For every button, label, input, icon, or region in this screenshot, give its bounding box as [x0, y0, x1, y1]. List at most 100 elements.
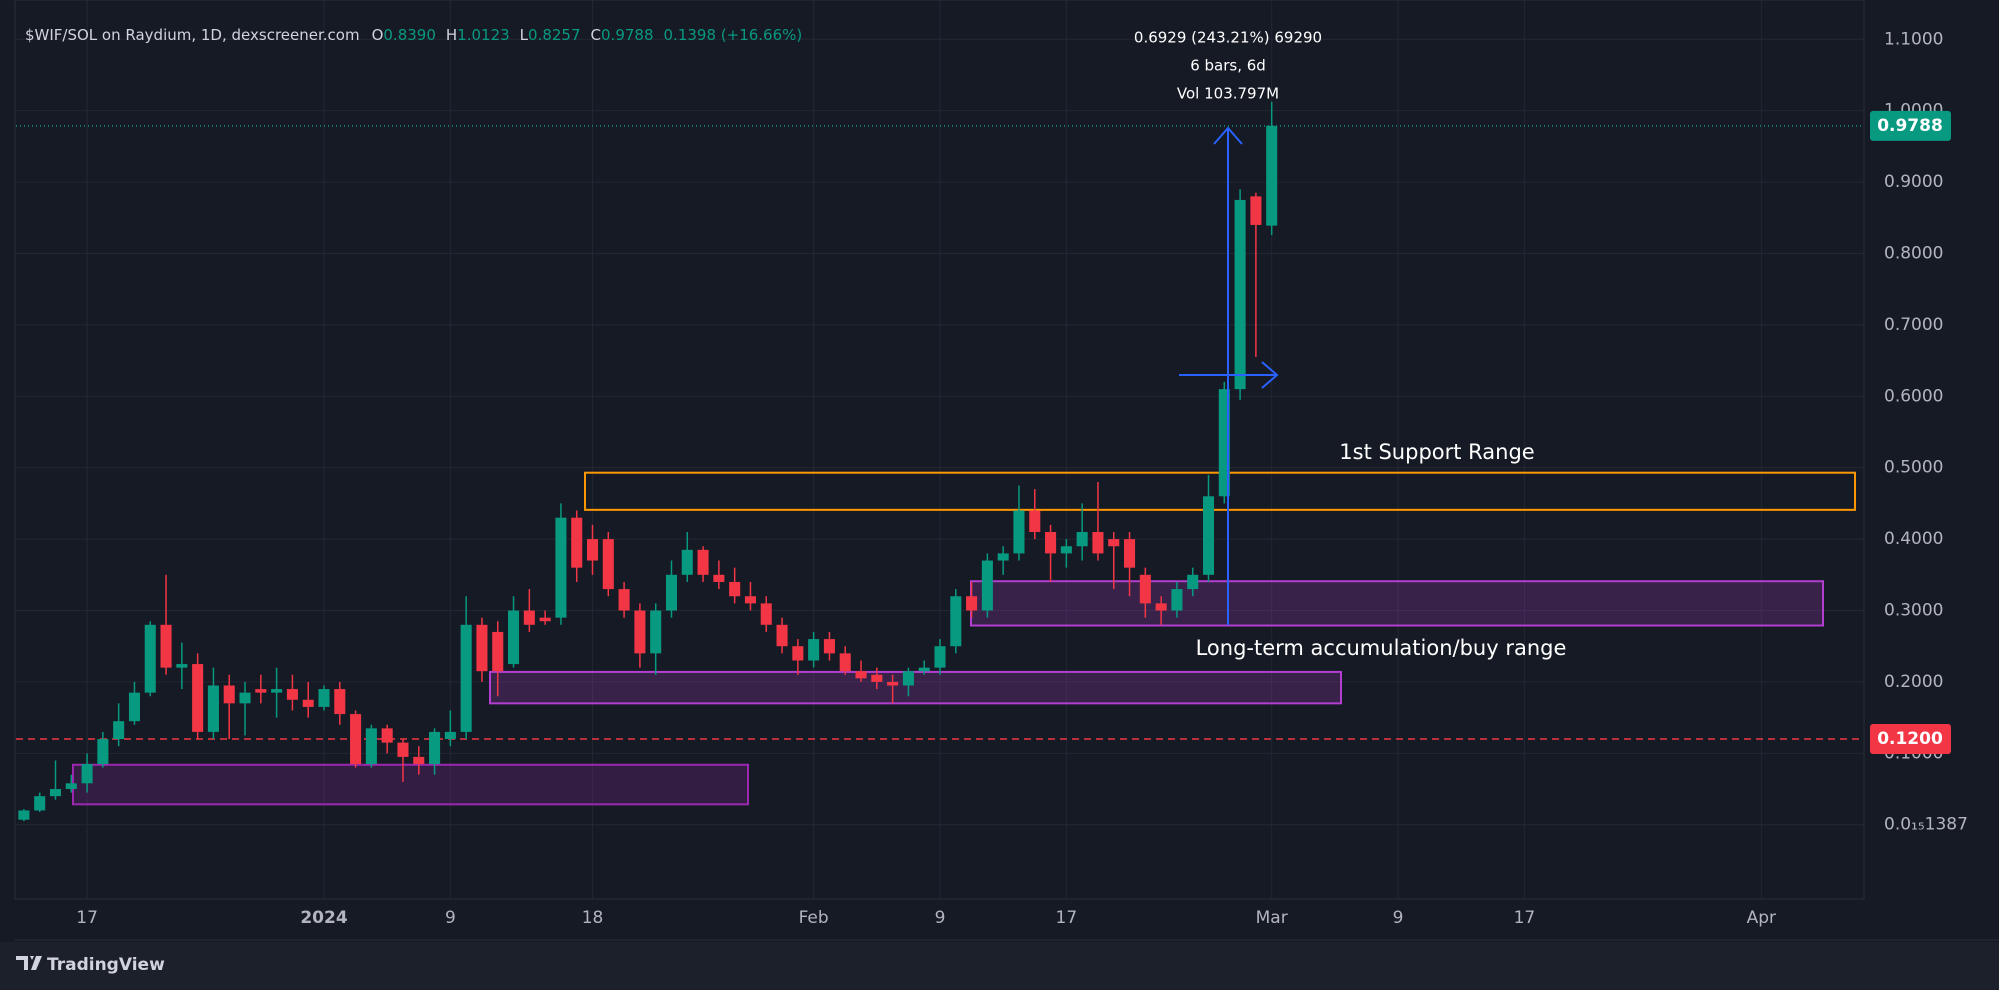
candle-body	[1266, 125, 1278, 226]
symbol-title: $WIF/SOL on Raydium, 1D, dexscreener.com	[25, 26, 360, 44]
candle-body	[223, 685, 235, 704]
annotation: Long-term accumulation/buy range	[1196, 636, 1567, 660]
ohlc-key: L	[519, 26, 529, 44]
annotation: 1st Support Range	[1339, 440, 1534, 464]
brand-logo: TradingView	[16, 955, 165, 975]
ohlc-value: 1.0123	[457, 26, 510, 44]
candle-body	[286, 689, 298, 700]
candle-body	[1171, 589, 1183, 611]
candle-body	[729, 581, 741, 597]
zone	[489, 670, 1342, 705]
price-label-box	[1870, 110, 1951, 141]
change: 0.1398 (+16.66%)	[663, 26, 803, 44]
candle-body	[1060, 546, 1072, 554]
y-tick-label: 0.4000	[1884, 529, 1943, 549]
y-tick-label: 0.0₁₅1387	[1884, 815, 1968, 835]
candle-body	[681, 549, 693, 575]
ohlc-key: C	[590, 26, 602, 44]
y-tick-label: 0.9000	[1884, 172, 1943, 192]
candle-body	[365, 728, 377, 765]
y-tick-label: 0.7000	[1884, 315, 1943, 335]
brand-name: TradingView	[47, 955, 165, 975]
x-tick-label: 18	[582, 908, 604, 928]
candle-body	[318, 689, 330, 707]
measure-text: Vol 103.797M	[1177, 85, 1279, 103]
candle-body	[1092, 531, 1104, 554]
x-tick-label: 9	[1393, 908, 1404, 928]
ohlc-value: 0.9788	[601, 26, 654, 44]
candle-body	[97, 739, 109, 765]
candle-body	[34, 796, 46, 811]
candle-body	[302, 699, 314, 707]
legend: $WIF/SOL on Raydium, 1D, dexscreener.com…	[25, 26, 812, 44]
candle-body	[981, 560, 993, 611]
candle-body	[902, 671, 914, 686]
candle-body	[255, 689, 267, 693]
candle-body	[334, 689, 346, 715]
x-tick-label: Apr	[1747, 908, 1776, 928]
candle-body	[792, 646, 804, 661]
candle-body	[429, 731, 441, 765]
candle-body	[634, 610, 646, 654]
candle-body	[555, 517, 567, 618]
ohlc-key: O	[371, 26, 384, 44]
candle-body	[1013, 510, 1025, 554]
candle-body	[839, 653, 851, 672]
candle-body	[665, 574, 678, 611]
price-label: 0.9788	[1877, 116, 1943, 136]
x-tick-label: 17	[76, 908, 98, 928]
candle-body	[160, 624, 172, 668]
x-tick-label: 9	[935, 908, 946, 928]
x-tick-label: Feb	[799, 908, 829, 928]
ohlc: O0.8390 H1.0123 L0.8257 C0.9788	[360, 26, 664, 44]
candle-body	[413, 756, 425, 765]
ohlc-value: 0.8257	[528, 26, 581, 44]
candle-body	[602, 539, 614, 590]
candle-body	[823, 639, 835, 654]
candle-body	[65, 783, 77, 790]
x-tick-label: 2024	[300, 908, 347, 928]
candle-body	[713, 574, 725, 582]
candle-body	[1029, 510, 1041, 532]
candle-body	[492, 631, 504, 672]
candle-body	[1202, 496, 1215, 575]
candle-body	[586, 539, 599, 561]
candle-body	[1218, 389, 1230, 497]
candle-body	[1108, 539, 1120, 547]
candle-body	[476, 624, 488, 672]
x-tick-label: Mar	[1256, 908, 1288, 928]
measure-text: 0.6929 (243.21%) 69290	[1134, 29, 1322, 47]
candle-body	[381, 728, 393, 743]
chart-background	[0, 0, 1999, 942]
candle-body	[49, 789, 62, 797]
candle-body	[1234, 199, 1246, 390]
candle-body	[744, 596, 756, 604]
candle-body	[271, 689, 283, 693]
candle-body	[760, 603, 772, 625]
y-tick-label: 0.2000	[1884, 672, 1943, 692]
candle-body	[460, 624, 472, 732]
candle-body	[1139, 574, 1151, 604]
candle-body	[618, 589, 630, 611]
candle-body	[1124, 539, 1136, 568]
candle-body	[1250, 196, 1262, 225]
candle-body	[1045, 531, 1057, 554]
measure-text: 6 bars, 6d	[1190, 57, 1266, 75]
x-tick-label: 9	[445, 908, 456, 928]
zone	[970, 580, 1824, 627]
candle-body	[808, 639, 820, 661]
y-tick-label: 1.1000	[1884, 29, 1943, 49]
y-tick-label: 0.5000	[1884, 458, 1943, 478]
candle-body	[697, 549, 709, 575]
y-tick-label: 0.8000	[1884, 243, 1943, 263]
candle-body	[81, 764, 93, 784]
ohlc-key: H	[445, 26, 458, 44]
candle-body	[239, 692, 251, 704]
y-tick-label: 0.3000	[1884, 601, 1943, 621]
candle-body	[918, 667, 930, 672]
candle-body	[207, 685, 219, 732]
candle-body	[571, 517, 583, 568]
candle-body	[508, 610, 520, 665]
candle-body	[1155, 603, 1167, 611]
